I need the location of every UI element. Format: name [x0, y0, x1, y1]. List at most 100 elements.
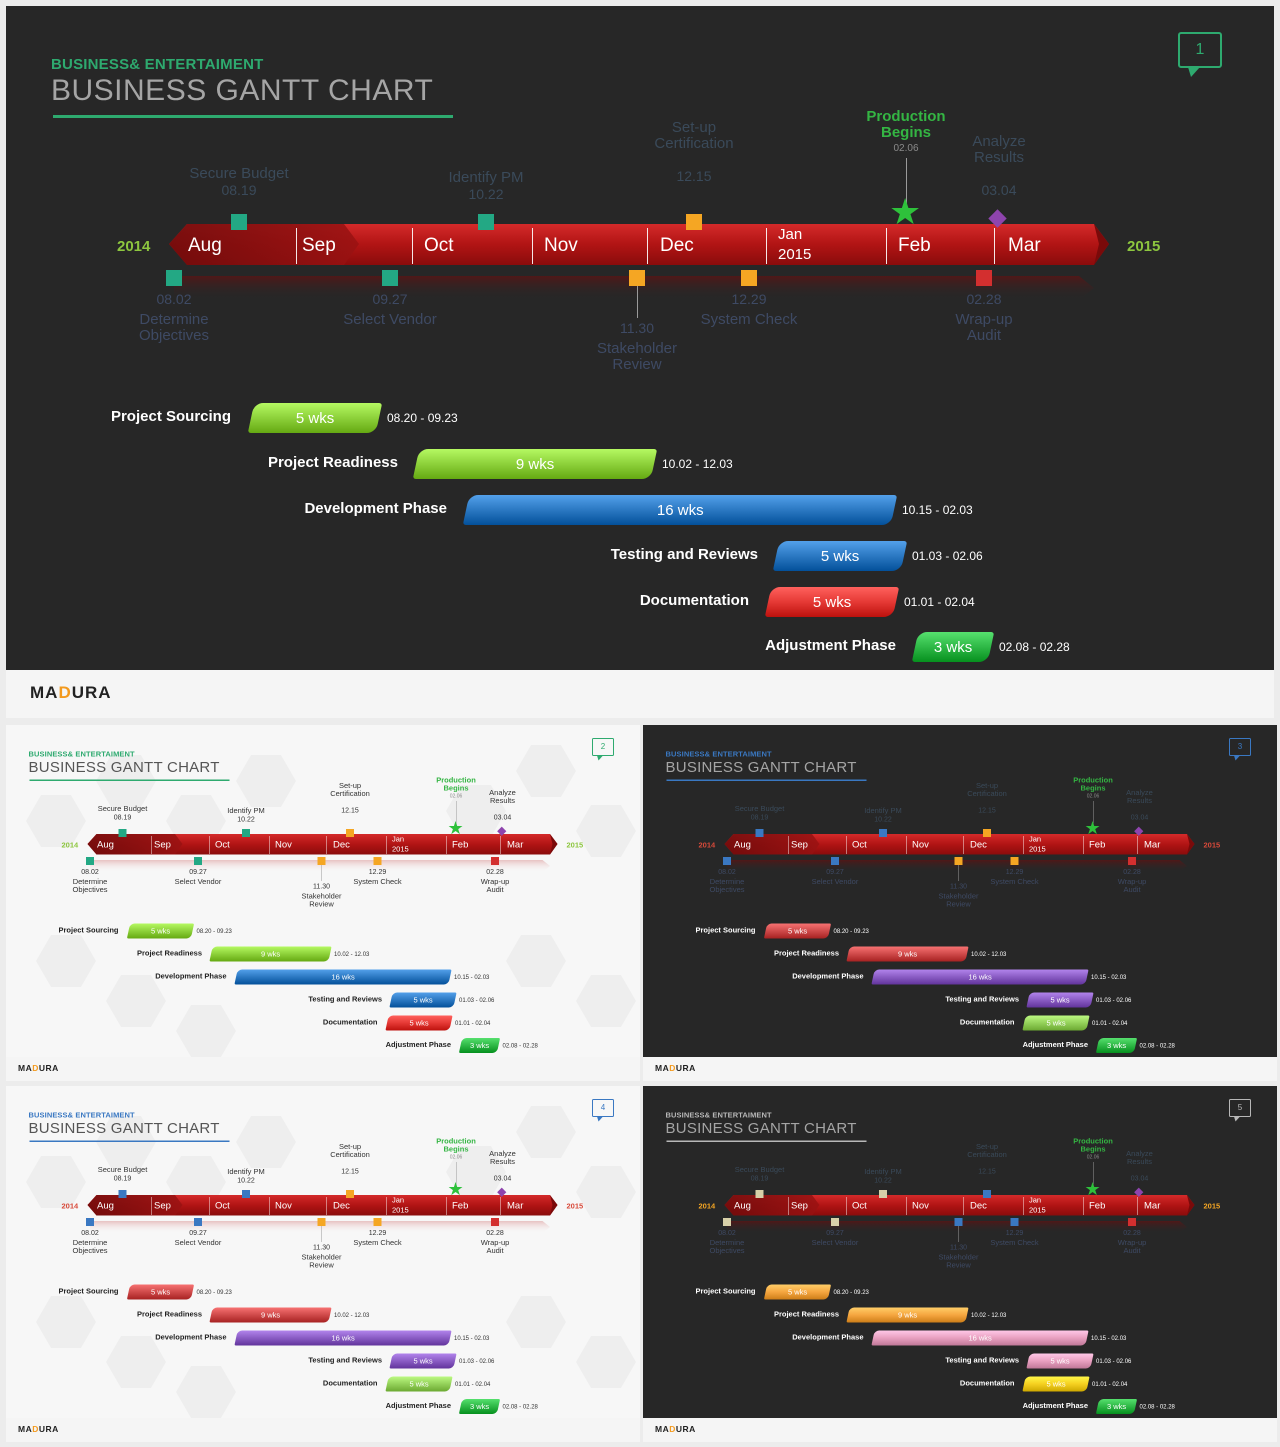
task-date-range: 10.02 - 12.03: [971, 950, 1007, 958]
task-duration-label: 3 wks: [469, 1041, 490, 1050]
timeline-bar: [724, 1195, 1195, 1216]
milestone-date: 08.02: [81, 1228, 99, 1237]
month-label-jan: Jan 2015: [1029, 1196, 1046, 1215]
milestone-label: Select Vendor: [174, 877, 222, 886]
task-name: Testing and Reviews: [610, 546, 758, 563]
month-label-dec: Dec: [660, 235, 694, 256]
task-name: Project Sourcing: [58, 1287, 119, 1296]
task-date-range: 02.08 - 02.28: [502, 1403, 538, 1410]
task-duration-label: 9 wks: [897, 949, 918, 959]
month-separator: [963, 836, 964, 854]
month-separator: [326, 1197, 327, 1215]
milestone-label: Select Vendor: [343, 311, 437, 328]
background-hexagon: [176, 1366, 236, 1418]
milestone-marker-bottom: [491, 1218, 499, 1226]
month-label-mar: Mar: [1008, 235, 1041, 256]
milestone-date: 02.28: [966, 291, 1002, 307]
month-separator: [846, 836, 847, 854]
task-name: Project Readiness: [773, 949, 839, 958]
slide-footer: MADURA: [6, 670, 1274, 718]
title-underline: [29, 779, 230, 781]
milestone-marker-bottom: [723, 1218, 731, 1226]
slide-subtitle: BUSINESS& ENTERTAIMENT: [665, 1111, 772, 1120]
task-date-range: 01.03 - 02.06: [912, 549, 983, 563]
month-label-aug: Aug: [734, 839, 751, 851]
milestone-marker-bottom: [317, 857, 326, 865]
task-date-range: 10.02 - 12.03: [971, 1311, 1007, 1319]
task-name: Adjustment Phase: [1022, 1040, 1088, 1050]
milestone-date: 02.28: [1123, 867, 1141, 876]
task-date-range: 08.20 - 09.23: [833, 1288, 869, 1296]
production-begins-label: Production Begins: [866, 108, 946, 141]
month-separator: [788, 836, 789, 854]
task-name: Documentation: [322, 1379, 378, 1388]
month-label-jan: Jan 2015: [392, 835, 409, 854]
milestone-label: Stakeholder Review: [938, 1253, 979, 1270]
milestone-date: 11.30: [313, 882, 330, 890]
production-date: 02.06: [1086, 1154, 1100, 1161]
milestone-label: Set-up Certification: [654, 119, 734, 152]
background-hexagon: [176, 1005, 236, 1057]
brand-logo: MADURA: [18, 1063, 59, 1074]
task-date-range: 02.08 - 02.28: [999, 640, 1070, 654]
month-label-oct: Oct: [852, 839, 867, 851]
task-duration-label: 3 wks: [933, 638, 973, 656]
month-separator: [209, 1197, 210, 1215]
task-date-range: 01.03 - 02.06: [1096, 996, 1132, 1004]
production-begins-label: Production Begins: [1073, 776, 1113, 793]
month-separator: [963, 1197, 964, 1215]
month-label-nov: Nov: [275, 839, 292, 851]
milestone-date: 10.22: [468, 186, 504, 202]
title-underline: [666, 779, 867, 781]
background-hexagon: [576, 1166, 636, 1218]
slide-footer: MADURA: [643, 1057, 1277, 1081]
task-duration-bar: 5 wks: [1026, 1353, 1094, 1369]
task-duration-bar: 3 wks: [1095, 1399, 1138, 1414]
task-duration-bar: 3 wks: [458, 1038, 501, 1053]
milestone-marker-bottom: [831, 857, 839, 865]
month-label-jan: Jan 2015: [778, 226, 812, 263]
production-stem: [906, 158, 907, 204]
year-end-label: 2015: [1203, 841, 1221, 850]
month-separator: [1023, 1197, 1024, 1215]
task-name: Project Sourcing: [110, 408, 231, 425]
background-hexagon: [106, 975, 166, 1027]
task-date-range: 01.01 - 02.04: [455, 1019, 491, 1027]
task-name: Adjustment Phase: [385, 1401, 451, 1411]
production-stem: [456, 1162, 457, 1185]
task-name: Project Readiness: [136, 1310, 202, 1319]
slide-title: BUSINESS GANTT CHART: [665, 759, 857, 776]
slide-title: BUSINESS GANTT CHART: [28, 1120, 220, 1137]
month-label-feb: Feb: [452, 1200, 469, 1212]
task-duration-label: 5 wks: [150, 926, 171, 936]
milestone-label: Wrap-up Audit: [480, 1238, 510, 1255]
task-duration-label: 5 wks: [1046, 1379, 1066, 1389]
milestone-marker-bottom: [976, 270, 992, 286]
milestone-label: Wrap-up Audit: [480, 877, 510, 894]
task-date-range: 08.20 - 09.23: [196, 927, 232, 935]
milestone-date: 12.15: [978, 1167, 996, 1175]
milestone-date: 08.19: [750, 1174, 769, 1182]
milestone-date: 08.19: [113, 813, 132, 821]
milestone-label: Stakeholder Review: [301, 892, 342, 909]
milestone-date: 03.04: [981, 182, 1017, 198]
slide-canvas: BUSINESS& ENTERTAIMENT BUSINESS GANTT CHA…: [643, 725, 1277, 1081]
milestone-date: 02.28: [486, 1228, 504, 1237]
task-name: Development Phase: [792, 972, 864, 981]
task-duration-bar: 5 wks: [385, 1015, 453, 1031]
task-duration-bar: 9 wks: [846, 946, 969, 962]
milestone-label: Set-up Certification: [330, 1142, 370, 1159]
month-label-oct: Oct: [424, 235, 454, 256]
task-name: Adjustment Phase: [765, 637, 896, 654]
slide-subtitle: BUSINESS& ENTERTAIMENT: [665, 750, 772, 759]
milestone-marker-top: [879, 1190, 887, 1198]
milestone-date: 08.19: [221, 182, 257, 198]
milestone-date: 11.30: [313, 1243, 330, 1251]
background-hexagon: [36, 1296, 96, 1348]
month-separator: [532, 228, 533, 264]
task-duration-bar: 5 wks: [389, 992, 457, 1008]
milestone-marker-bottom: [741, 270, 757, 286]
milestone-label: Set-up Certification: [330, 781, 370, 798]
task-name: Development Phase: [792, 1333, 864, 1342]
milestone-date: 09.27: [189, 1228, 207, 1237]
